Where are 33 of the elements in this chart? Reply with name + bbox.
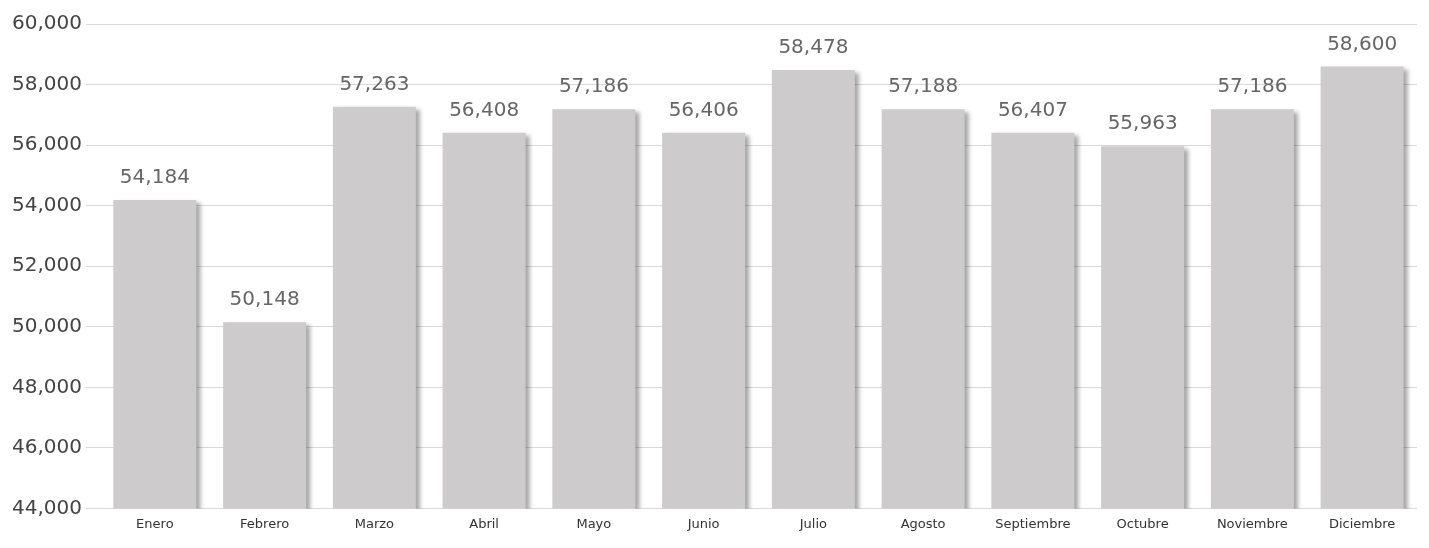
x-tick-label: Abril [469,515,499,531]
x-tick-label: Febrero [240,515,290,531]
data-label: 57,188 [888,73,959,98]
x-tick-label: Junio [686,515,720,531]
data-label: 58,478 [778,34,849,59]
data-label: 55,963 [1107,110,1178,135]
data-label: 54,184 [119,164,190,189]
x-tick-label: Agosto [900,515,946,531]
y-tick-label: 46,000 [12,434,82,459]
data-label: 56,407 [997,96,1068,121]
x-tick-label: Septiembre [995,515,1071,531]
y-tick-label: 44,000 [12,494,82,519]
x-tick-label: Octubre [1116,515,1169,531]
data-label: 56,406 [668,97,739,122]
data-label: 57,186 [558,73,629,98]
y-tick-label: 56,000 [12,131,82,156]
y-tick-label: 58,000 [12,70,82,95]
x-tick-label: Noviembre [1216,515,1288,531]
y-tick-label: 52,000 [12,252,82,277]
data-label: 57,263 [339,71,410,96]
data-label: 50,148 [229,286,300,311]
x-tick-label: Enero [136,515,174,531]
y-tick-label: 60,000 [12,10,82,35]
data-label: 58,600 [1327,30,1398,55]
y-tick-label: 50,000 [12,312,82,337]
y-tick-label: 48,000 [12,373,82,398]
x-tick-label: Marzo [354,515,395,531]
x-tick-label: Diciembre [1328,515,1396,531]
data-label: 56,408 [449,96,520,121]
data-label: 57,186 [1217,73,1288,98]
x-tick-label: Mayo [576,515,612,531]
y-tick-label: 54,000 [12,191,82,216]
x-tick-label: Julio [798,515,828,531]
